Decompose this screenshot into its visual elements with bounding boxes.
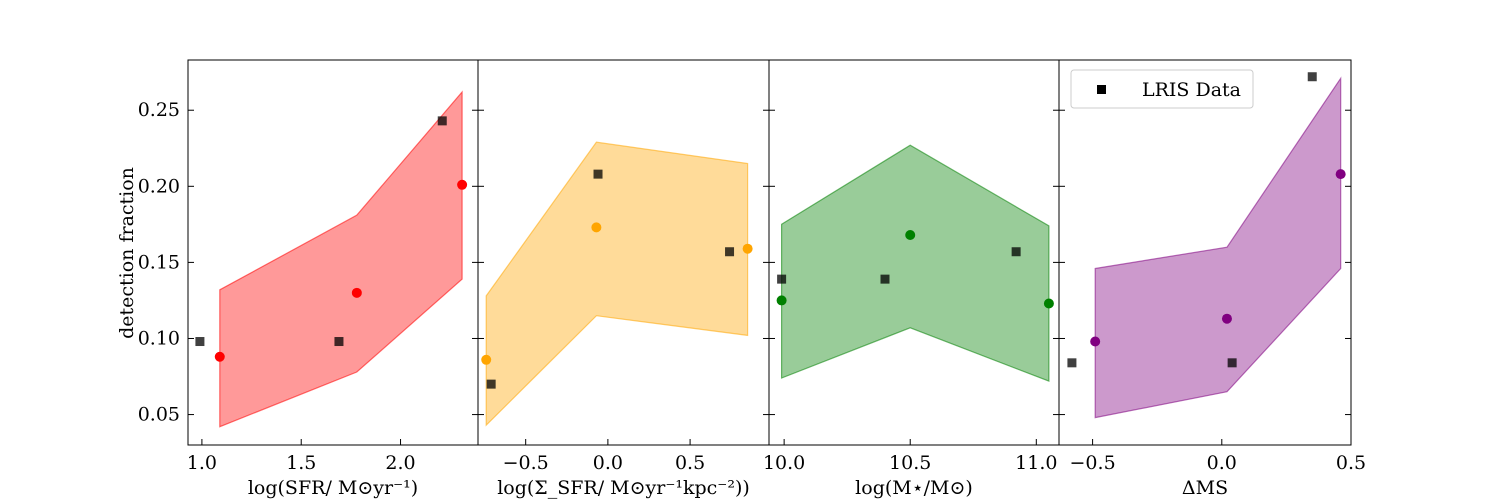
model-point-sigma_sfr-2 — [742, 243, 753, 254]
axes-frame-delta_ms — [1058, 59, 1352, 446]
model-point-mstar-2 — [1043, 298, 1054, 309]
model-point-sigma_sfr-1 — [591, 222, 602, 233]
legend-frame — [1070, 69, 1254, 109]
y-tick-label-2: 0.15 — [138, 251, 180, 273]
panels-layer: 1.0 1.5 2.0 0.05 0.10 0.15 0.20 0.25 log(SFR/ M⊙… — [138, 59, 1366, 499]
lris-point-sfr-1 — [334, 337, 344, 347]
band-sigma_sfr — [485, 141, 749, 427]
legend-marker-square — [1097, 85, 1106, 94]
lris-point-sigma_sfr-1 — [593, 169, 603, 179]
panel-delta_ms: −0.5 0.0 0.5 ΔMS — [1058, 59, 1366, 499]
lris-point-mstar-1 — [880, 274, 890, 284]
lris-point-delta_ms-1 — [1227, 358, 1237, 368]
x-axis-label-sfr: log(SFR/ M⊙yr⁻¹) — [248, 477, 418, 499]
x-tick-label-sfr-0: 1.0 — [187, 452, 217, 474]
legend: LRIS Data — [1070, 69, 1254, 109]
band-sfr — [219, 90, 463, 428]
x-tick-label-delta_ms-2: 0.5 — [1336, 452, 1366, 474]
x-tick-label-mstar-0: 10.0 — [763, 452, 805, 474]
lris-point-sfr-0 — [195, 337, 205, 347]
x-tick-label-delta_ms-1: 0.0 — [1207, 452, 1237, 474]
lris-point-mstar-2 — [1011, 247, 1021, 257]
panel-sigma_sfr: −0.5 0.0 0.5 log(Σ_SFR/ M⊙yr⁻¹kpc⁻²)) — [477, 59, 770, 499]
x-tick-label-delta_ms-0: −0.5 — [1070, 452, 1116, 474]
y-tick-label-0: 0.05 — [138, 404, 180, 426]
x-tick-label-mstar-2: 11.0 — [1015, 452, 1057, 474]
y-tick-label-3: 0.20 — [138, 175, 180, 197]
model-point-sigma_sfr-0 — [481, 354, 492, 365]
legend-label-lris-data: LRIS Data — [1142, 79, 1241, 101]
lris-point-delta_ms-2 — [1307, 72, 1317, 82]
lris-point-sigma_sfr-2 — [725, 247, 735, 257]
x-tick-label-sigma_sfr-1: 0.0 — [593, 452, 623, 474]
panel-mstar: 10.0 10.5 11.0 log(M⋆/M⊙) — [763, 59, 1060, 499]
x-axis-label-mstar: log(M⋆/M⊙) — [855, 477, 973, 499]
lris-point-sigma_sfr-0 — [486, 379, 496, 389]
lris-point-delta_ms-0 — [1067, 358, 1077, 368]
x-tick-label-sfr-1: 1.5 — [286, 452, 316, 474]
y-axis-label: detection fraction — [116, 167, 138, 339]
band-mstar — [780, 144, 1050, 382]
model-point-delta_ms-1 — [1221, 313, 1232, 324]
x-axis-label-sigma_sfr: log(Σ_SFR/ M⊙yr⁻¹kpc⁻²)) — [497, 477, 750, 499]
model-point-sfr-1 — [351, 287, 362, 298]
x-tick-label-sfr-2: 2.0 — [385, 452, 415, 474]
x-tick-label-sigma_sfr-2: 0.5 — [675, 452, 705, 474]
y-tick-label-4: 0.25 — [138, 99, 180, 121]
x-tick-label-sigma_sfr-0: −0.5 — [503, 452, 549, 474]
y-tick-label-1: 0.10 — [138, 327, 180, 349]
lris-point-sfr-2 — [437, 116, 447, 126]
x-tick-label-mstar-1: 10.5 — [889, 452, 931, 474]
model-point-delta_ms-0 — [1090, 336, 1101, 347]
model-point-delta_ms-2 — [1335, 169, 1346, 180]
model-point-mstar-0 — [776, 295, 787, 306]
x-axis-label-delta_ms: ΔMS — [1182, 477, 1228, 499]
lris-point-mstar-0 — [777, 274, 787, 284]
model-point-mstar-1 — [905, 230, 916, 240]
panel-sfr: 1.0 1.5 2.0 0.05 0.10 0.15 0.20 0.25 log(SFR/ M⊙… — [138, 59, 479, 499]
band-delta_ms — [1094, 76, 1342, 419]
model-point-sfr-2 — [457, 179, 468, 190]
model-point-sfr-0 — [214, 351, 225, 362]
